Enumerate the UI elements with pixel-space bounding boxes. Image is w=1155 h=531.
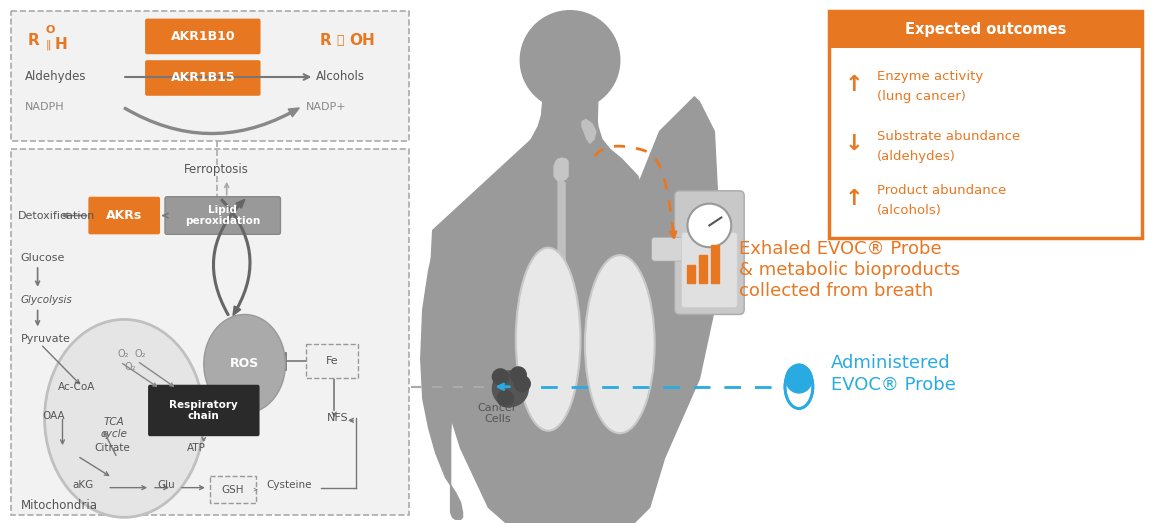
Text: O₂: O₂ bbox=[117, 349, 128, 359]
Text: (alcohols): (alcohols) bbox=[877, 204, 941, 217]
Text: Exhaled EVOC® Probe
& metabolic bioproducts
collected from breath: Exhaled EVOC® Probe & metabolic bioprodu… bbox=[739, 240, 960, 300]
Text: (lung cancer): (lung cancer) bbox=[877, 90, 966, 104]
Text: Cysteine: Cysteine bbox=[267, 479, 312, 490]
Text: Alcohols: Alcohols bbox=[316, 71, 365, 83]
FancyBboxPatch shape bbox=[146, 19, 261, 54]
Text: Product abundance: Product abundance bbox=[877, 184, 1006, 198]
Bar bbox=[10, 11, 409, 141]
Polygon shape bbox=[429, 97, 720, 523]
Ellipse shape bbox=[785, 365, 813, 408]
Text: GSH: GSH bbox=[222, 485, 244, 495]
Bar bbox=[700, 255, 707, 283]
FancyBboxPatch shape bbox=[148, 385, 260, 436]
FancyBboxPatch shape bbox=[675, 191, 744, 314]
Text: AKR1B10: AKR1B10 bbox=[171, 30, 236, 43]
Text: H: H bbox=[54, 37, 67, 52]
Text: NADP+: NADP+ bbox=[306, 101, 346, 112]
Text: (aldehydes): (aldehydes) bbox=[877, 150, 955, 162]
Text: Cancer
Cells: Cancer Cells bbox=[478, 402, 517, 424]
Ellipse shape bbox=[203, 314, 285, 414]
Ellipse shape bbox=[45, 320, 203, 517]
Text: Glu: Glu bbox=[157, 479, 174, 490]
Text: Ac-CoA: Ac-CoA bbox=[58, 382, 95, 392]
Text: aKG: aKG bbox=[73, 479, 94, 490]
Circle shape bbox=[492, 369, 508, 385]
Circle shape bbox=[511, 367, 527, 383]
Text: AKR1B15: AKR1B15 bbox=[171, 72, 236, 84]
Text: Glycolysis: Glycolysis bbox=[21, 295, 73, 305]
Text: ‖: ‖ bbox=[45, 39, 51, 49]
Circle shape bbox=[687, 204, 731, 247]
Text: ROS: ROS bbox=[230, 357, 259, 371]
Text: Substrate abundance: Substrate abundance bbox=[877, 130, 1020, 143]
Polygon shape bbox=[558, 181, 565, 369]
Ellipse shape bbox=[785, 364, 813, 393]
Text: Glucose: Glucose bbox=[21, 253, 65, 263]
Text: OAA: OAA bbox=[43, 412, 65, 422]
Circle shape bbox=[492, 371, 528, 407]
FancyBboxPatch shape bbox=[165, 196, 281, 234]
Bar bbox=[829, 11, 1142, 238]
Text: Enzyme activity: Enzyme activity bbox=[877, 71, 983, 83]
Text: ↑: ↑ bbox=[844, 75, 863, 95]
FancyBboxPatch shape bbox=[651, 237, 685, 261]
Text: OH: OH bbox=[349, 33, 375, 48]
Text: ⌒: ⌒ bbox=[336, 34, 344, 47]
Ellipse shape bbox=[584, 255, 655, 433]
Ellipse shape bbox=[516, 247, 581, 431]
Bar bbox=[10, 149, 409, 516]
Text: Citrate: Citrate bbox=[95, 443, 131, 453]
FancyArrowPatch shape bbox=[213, 200, 245, 315]
Text: R: R bbox=[28, 33, 39, 48]
FancyArrowPatch shape bbox=[221, 199, 251, 315]
FancyBboxPatch shape bbox=[146, 60, 261, 96]
FancyBboxPatch shape bbox=[681, 233, 737, 307]
Text: O₂: O₂ bbox=[134, 349, 146, 359]
Text: Fe: Fe bbox=[326, 356, 338, 366]
Circle shape bbox=[520, 11, 620, 109]
Bar bbox=[687, 265, 695, 283]
Bar bbox=[306, 344, 358, 378]
Circle shape bbox=[498, 391, 513, 407]
Text: O: O bbox=[45, 25, 55, 36]
Text: TCA
cycle: TCA cycle bbox=[100, 417, 128, 439]
Polygon shape bbox=[582, 119, 596, 143]
Text: NADPH: NADPH bbox=[24, 101, 65, 112]
Text: Ferroptosis: Ferroptosis bbox=[185, 162, 249, 176]
Text: Expected outcomes: Expected outcomes bbox=[904, 22, 1066, 37]
Polygon shape bbox=[420, 102, 649, 519]
Text: Aldehydes: Aldehydes bbox=[24, 71, 87, 83]
Text: O₂: O₂ bbox=[125, 362, 135, 372]
Circle shape bbox=[514, 376, 530, 392]
Text: Respiratory
chain: Respiratory chain bbox=[170, 400, 238, 421]
Bar bbox=[711, 245, 720, 283]
Text: Detoxification: Detoxification bbox=[17, 210, 95, 220]
FancyArrowPatch shape bbox=[125, 107, 299, 134]
Text: NFS: NFS bbox=[327, 414, 349, 423]
Text: Pyruvate: Pyruvate bbox=[21, 334, 70, 344]
Text: R: R bbox=[319, 33, 331, 48]
Bar bbox=[210, 476, 255, 503]
Polygon shape bbox=[554, 158, 568, 181]
FancyBboxPatch shape bbox=[89, 196, 161, 234]
Text: Lipid
peroxidation: Lipid peroxidation bbox=[185, 205, 260, 226]
Bar bbox=[829, 11, 1142, 48]
Text: AKRs: AKRs bbox=[106, 209, 142, 222]
Text: Mitochondria: Mitochondria bbox=[21, 499, 98, 512]
Text: ↑: ↑ bbox=[844, 189, 863, 209]
Text: ↓: ↓ bbox=[844, 134, 863, 155]
Text: ATP: ATP bbox=[187, 443, 206, 453]
Text: Administered
EVOC® Probe: Administered EVOC® Probe bbox=[830, 355, 955, 393]
